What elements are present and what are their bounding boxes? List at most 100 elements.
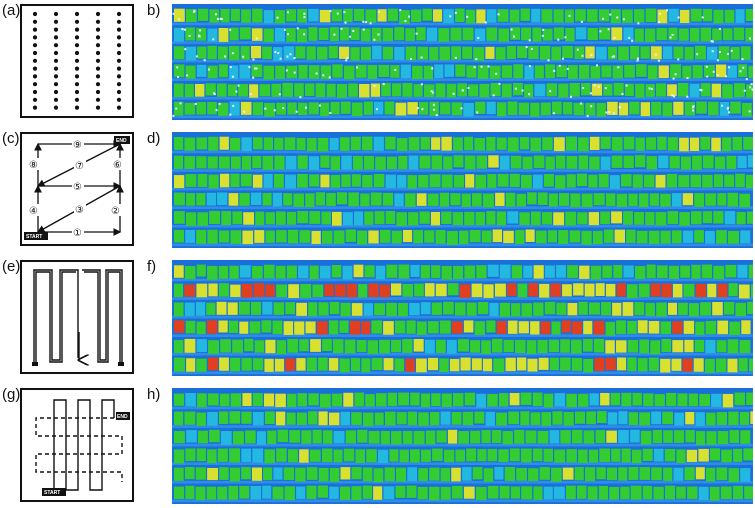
plot-cell	[660, 358, 671, 373]
plot-cell	[496, 321, 507, 334]
plot-cell	[711, 393, 722, 407]
plot-cell	[590, 265, 602, 280]
plot-speckle	[596, 64, 598, 67]
plot-cell	[618, 102, 629, 116]
plot-cell	[509, 173, 520, 187]
plot-cell	[647, 65, 658, 80]
plot-speckle	[477, 37, 480, 39]
plot-cell	[253, 283, 265, 297]
plot-cell	[513, 83, 523, 96]
plot-cell	[340, 302, 351, 317]
plot-cell	[308, 302, 318, 317]
plot-speckle	[449, 15, 452, 18]
plot-cell	[293, 193, 304, 207]
plot-cell	[485, 46, 495, 59]
plot-speckle	[293, 57, 296, 60]
plot-cell	[241, 467, 251, 480]
plot-speckle	[659, 12, 662, 15]
plot-cell	[743, 448, 753, 461]
plot-cell	[486, 211, 496, 225]
plot-cell	[471, 358, 482, 371]
plot-speckle	[322, 74, 325, 77]
plot-cell	[603, 83, 613, 96]
plot-cell	[719, 102, 729, 116]
plot-cell	[427, 193, 439, 206]
step-4: ④	[29, 206, 38, 217]
plot-speckle	[264, 107, 267, 110]
plot-cell	[460, 357, 471, 371]
plot-cell	[717, 283, 728, 298]
plot-cell	[420, 302, 431, 315]
plot-cell	[242, 393, 252, 406]
plot-cell	[309, 449, 321, 462]
plot-cell	[381, 82, 391, 97]
plot-cell	[382, 46, 393, 60]
plot-cell	[296, 358, 306, 371]
plot-cell	[197, 46, 207, 59]
plot-cell	[380, 229, 391, 243]
plot-cell	[476, 393, 486, 408]
plot-cell	[262, 485, 272, 499]
plot-cell	[447, 283, 459, 296]
plot-cell	[458, 431, 469, 444]
plot-cell	[730, 46, 740, 60]
plot-speckle	[677, 58, 680, 61]
plot-cell	[741, 320, 751, 335]
plot-map-d-svg	[172, 132, 753, 248]
plot-cell	[416, 358, 427, 373]
grid-dot	[53, 105, 59, 110]
plot-cell	[595, 430, 606, 444]
plot-cell	[693, 358, 704, 372]
plot-cell	[206, 486, 217, 500]
plot-cell	[499, 264, 511, 279]
plot-cell	[425, 430, 436, 445]
plot-cell	[453, 137, 463, 151]
plot-cell	[274, 174, 284, 188]
plot-cell	[253, 137, 263, 150]
plot-cell	[684, 101, 695, 116]
plot-cell	[364, 265, 375, 278]
panel-label-h: h)	[147, 386, 161, 403]
plot-cell	[284, 137, 296, 150]
plot-cell	[333, 449, 343, 463]
plot-cell	[444, 449, 455, 463]
plot-cell	[424, 230, 435, 243]
plot-cell	[432, 448, 443, 461]
plot-cell	[739, 411, 750, 425]
plot-cell	[373, 136, 384, 151]
crosshatch-solid-path	[53, 399, 115, 491]
plot-cell	[682, 193, 693, 206]
plot-cell	[635, 266, 646, 279]
plot-cell	[406, 320, 416, 334]
plot-cell	[493, 358, 505, 373]
plot-cell	[399, 449, 409, 463]
plot-cell	[416, 321, 427, 335]
plot-cell	[540, 102, 551, 116]
plot-cell	[351, 102, 363, 117]
plot-cell	[387, 392, 397, 407]
plot-cell	[430, 212, 440, 226]
plot-cell	[684, 467, 695, 481]
plot-cell	[174, 393, 185, 406]
plot-cell	[252, 448, 264, 463]
plot-cell	[684, 339, 694, 353]
plot-cell	[265, 339, 276, 354]
plot-map-h-svg	[172, 388, 753, 504]
plot-cell	[505, 192, 516, 207]
plot-speckle	[748, 110, 751, 113]
plot-cell	[574, 411, 586, 424]
plot-cell	[276, 230, 287, 243]
plot-cell	[499, 393, 509, 407]
plot-cell	[474, 411, 485, 424]
plot-speckle	[356, 66, 359, 69]
plot-cell	[628, 193, 638, 207]
plot-speckle	[674, 73, 677, 76]
plot-cell	[470, 430, 481, 444]
plot-cell	[184, 338, 196, 353]
plot-cell	[678, 28, 689, 41]
plot-cell	[263, 173, 273, 188]
plot-speckle	[293, 71, 296, 74]
plot-cell	[685, 430, 695, 443]
plot-cell	[622, 302, 634, 316]
plot-cell	[174, 8, 185, 22]
